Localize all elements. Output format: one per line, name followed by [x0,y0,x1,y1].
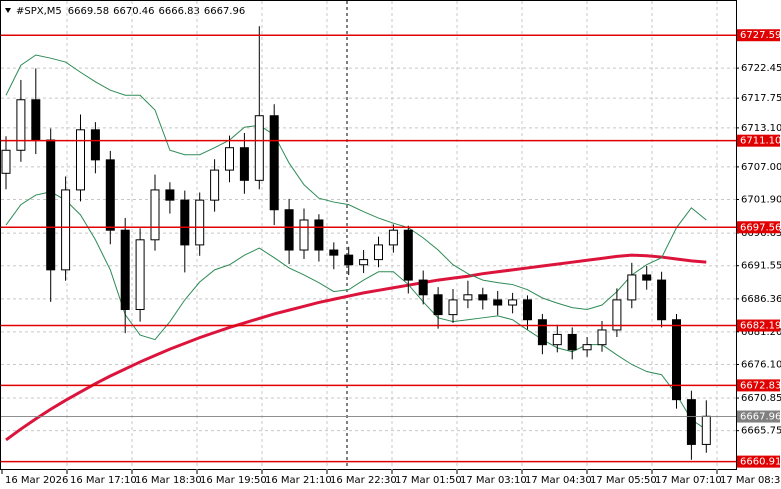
candle-body [627,274,637,301]
menu-arrow[interactable] [5,8,11,13]
candle-body [1,149,11,174]
x-tick-label: 17 Mar 01:50 [395,475,462,486]
candle-body [418,279,428,296]
candle-body [388,229,398,246]
candle-body [478,294,488,301]
y-tick-label: 6676.10 [741,359,781,370]
candle-body [597,329,607,346]
candle-body [239,147,249,181]
candle-body [552,333,562,346]
candle-body [180,199,190,246]
candle-body [403,229,413,281]
candle-body [165,189,175,201]
ohlc-value: 6670.46 [113,6,154,17]
candle-body [701,415,711,445]
level-label: 6711.10 [740,136,781,147]
x-tick-label: 17 Mar 05:50 [590,475,657,486]
candle-body [344,254,354,266]
candle-body [537,319,547,346]
plot-frame [0,0,737,470]
candle-body [567,333,577,351]
candle-body [463,294,473,301]
candle-body [686,399,696,445]
level-label: 6660.91 [740,457,781,468]
y-tick-label: 6707.00 [741,162,781,173]
candle-body [46,139,56,271]
candle-body [284,209,294,251]
level-label-box [737,29,780,42]
candle-body [120,229,130,310]
ohlc-value: 6667.96 [204,6,245,17]
y-tick-label: 6665.75 [741,426,781,437]
x-tick-label: 17 Mar 07:10 [655,475,722,486]
candle-body [582,344,592,351]
x-tick-label: 17 Mar 08:30 [720,475,781,486]
x-tick-label: 16 Mar 21:10 [265,475,332,486]
candle-body [210,169,220,201]
level-label-box [737,455,780,468]
y-tick-label: 6686.36 [741,294,781,305]
candle-body [374,244,383,261]
candle-body [195,199,205,246]
x-tick-label: 17 Mar 04:30 [525,475,592,486]
indicator-line [5,253,707,442]
x-tick-label: 17 Mar 03:10 [460,475,527,486]
level-label: 6727.59 [740,30,781,41]
candle-body [135,239,145,310]
candle-body [269,115,279,211]
x-tick-label: 16 Mar 22:30 [330,475,397,486]
candle-body [523,299,532,321]
level-label-box [737,221,780,234]
level-label-box [737,379,780,392]
candle-body [612,299,622,331]
level-label-box [737,319,780,332]
candle-body [254,115,264,181]
candle-body [61,189,71,271]
level-label: 6682.19 [740,321,781,332]
candle-body [76,129,85,191]
candle-body [508,299,518,306]
candle-body [433,294,443,316]
y-tick-label: 6717.75 [741,93,781,104]
x-tick-label: 16 Mar 2026 [5,475,68,486]
ohlc-value: 6666.83 [159,6,200,17]
candle-body [657,279,667,321]
ohlc-value: 6669.58 [68,6,109,17]
candle-body [448,299,458,316]
candle-body [105,159,115,231]
y-tick-label: 6713.10 [741,123,781,134]
y-tick-label: 6691.55 [741,261,781,272]
candle-body [672,319,681,401]
candle-body [31,99,41,141]
indicator-line [5,54,707,311]
candle-body [642,274,652,281]
symbol: #SPX,M5 [16,6,62,17]
y-tick-label: 6701.90 [741,195,781,206]
y-tick-label: 6681.20 [741,327,781,338]
candle-body [150,189,160,241]
y-tick-label: 6722.45 [741,63,781,74]
level-label: 6672.83 [740,380,781,391]
price-label: 6667.96 [740,412,781,423]
candle-body [329,249,339,256]
candle-body [299,219,309,251]
candle-body [493,299,503,306]
candle-body [314,219,324,251]
level-label-box [737,134,780,147]
x-tick-label: 16 Mar 18:30 [135,475,202,486]
y-tick-label: 6696.65 [741,228,781,239]
y-tick-label: 6670.85 [741,393,781,404]
candle-body [90,129,100,161]
x-tick-label: 16 Mar 19:50 [200,475,267,486]
price-label-box [737,410,780,423]
x-tick-label: 16 Mar 17:10 [70,475,137,486]
level-label: 6697.56 [740,222,781,233]
candle-body [359,259,369,266]
candle-body [225,147,234,171]
candle-body [16,99,26,151]
